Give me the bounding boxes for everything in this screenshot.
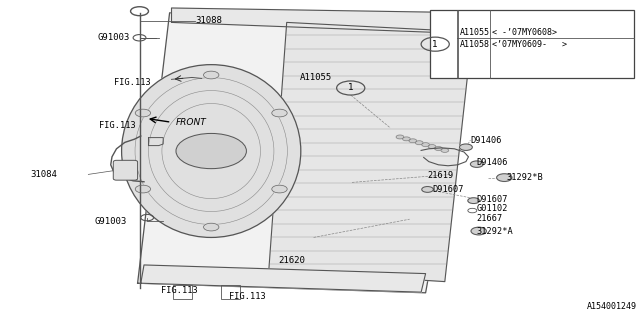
Circle shape xyxy=(435,147,442,150)
Text: FIG.113: FIG.113 xyxy=(99,121,136,130)
Polygon shape xyxy=(138,13,474,293)
Ellipse shape xyxy=(122,65,301,237)
Text: 1: 1 xyxy=(348,84,353,92)
Text: A11055: A11055 xyxy=(300,73,332,82)
Text: 21620: 21620 xyxy=(278,256,305,265)
Circle shape xyxy=(135,109,150,117)
Circle shape xyxy=(422,187,433,192)
Circle shape xyxy=(204,71,219,79)
FancyBboxPatch shape xyxy=(430,10,634,78)
Polygon shape xyxy=(141,265,426,292)
Circle shape xyxy=(497,174,512,181)
Text: FIG.113: FIG.113 xyxy=(161,286,198,295)
Text: 31084: 31084 xyxy=(31,170,58,179)
Text: D91607: D91607 xyxy=(432,185,463,194)
Text: 1: 1 xyxy=(433,40,438,49)
Circle shape xyxy=(422,143,429,147)
Text: 31088: 31088 xyxy=(195,16,222,25)
Circle shape xyxy=(428,145,436,148)
Text: <’07MY0609-   >: <’07MY0609- > xyxy=(492,40,566,49)
Circle shape xyxy=(441,148,449,152)
Text: 21619: 21619 xyxy=(428,171,454,180)
Text: FRONT: FRONT xyxy=(176,118,207,127)
Polygon shape xyxy=(172,8,475,34)
Circle shape xyxy=(135,185,150,193)
Circle shape xyxy=(471,227,486,235)
Text: G91003: G91003 xyxy=(95,217,127,226)
Circle shape xyxy=(468,198,479,204)
Circle shape xyxy=(415,141,423,145)
FancyBboxPatch shape xyxy=(113,160,138,180)
Text: A11055: A11055 xyxy=(460,28,490,37)
Circle shape xyxy=(460,144,472,150)
Circle shape xyxy=(272,185,287,193)
Circle shape xyxy=(176,133,246,169)
Text: FIG.113: FIG.113 xyxy=(114,78,150,87)
Circle shape xyxy=(403,137,410,141)
Circle shape xyxy=(409,139,417,143)
Circle shape xyxy=(396,135,404,139)
Circle shape xyxy=(272,109,287,117)
Text: D91406: D91406 xyxy=(470,136,502,145)
Text: FIG.113: FIG.113 xyxy=(229,292,266,301)
Text: < -’07MY0608>: < -’07MY0608> xyxy=(492,28,557,37)
Text: D91607: D91607 xyxy=(477,195,508,204)
Text: 31292*A: 31292*A xyxy=(477,228,513,236)
Text: A11058: A11058 xyxy=(460,40,490,49)
Polygon shape xyxy=(269,22,472,282)
Text: A154001249: A154001249 xyxy=(587,302,637,311)
Circle shape xyxy=(470,161,483,167)
Text: G01102: G01102 xyxy=(477,204,508,213)
Text: G91003: G91003 xyxy=(97,33,129,42)
Text: D91406: D91406 xyxy=(477,158,508,167)
Circle shape xyxy=(204,223,219,231)
Text: 31292*B: 31292*B xyxy=(507,173,543,182)
Text: 21667: 21667 xyxy=(477,214,503,223)
